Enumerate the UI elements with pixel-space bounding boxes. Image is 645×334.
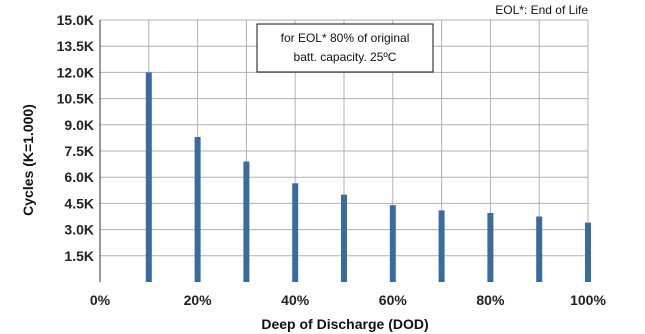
y-tick-label: 4.5K bbox=[64, 195, 94, 211]
y-tick-label: 13.5K bbox=[57, 38, 94, 54]
bar bbox=[341, 194, 347, 282]
bars bbox=[145, 72, 591, 283]
annotation-line-2: batt. capacity. 25ºC bbox=[294, 50, 397, 64]
bar bbox=[194, 137, 201, 282]
y-tick-label: 3.0K bbox=[64, 222, 94, 238]
x-tick-label: 40% bbox=[281, 292, 310, 308]
bar bbox=[536, 216, 543, 282]
bar bbox=[243, 161, 250, 282]
bar bbox=[145, 72, 152, 283]
x-tick-label: 80% bbox=[476, 292, 505, 308]
x-tick-label: 0% bbox=[90, 292, 111, 308]
bar bbox=[438, 210, 445, 282]
annotation-line-1: for EOL* 80% of original bbox=[281, 31, 410, 45]
bar bbox=[389, 205, 396, 282]
bar bbox=[487, 213, 494, 282]
y-tick-label: 12.0K bbox=[57, 64, 94, 80]
y-tick-labels: 15.0K 13.5K 12.0K 10.5K 9.0K 7.5K 6.0K 4.5K 3.0K… bbox=[57, 12, 94, 264]
x-tick-label: 60% bbox=[379, 292, 408, 308]
y-tick-label: 7.5K bbox=[64, 143, 94, 159]
y-tick-label: 6.0K bbox=[64, 169, 94, 185]
y-tick-label: 10.5K bbox=[57, 91, 94, 107]
x-tick-labels: 0% 20% 40% 60% 80% 100% bbox=[90, 292, 607, 308]
x-tick-label: 100% bbox=[570, 292, 606, 308]
x-axis-title: Deep of Discharge (DOD) bbox=[261, 316, 428, 332]
eol-footnote: EOL*: End of Life bbox=[495, 3, 588, 17]
y-tick-label: 1.5K bbox=[64, 248, 94, 264]
y-tick-label: 9.0K bbox=[64, 117, 94, 133]
y-axis-title: Cycles (K=1.000) bbox=[20, 104, 36, 216]
x-tick-label: 20% bbox=[184, 292, 213, 308]
bar bbox=[585, 222, 591, 282]
y-tick-label: 15.0K bbox=[57, 12, 94, 28]
bar bbox=[292, 183, 299, 282]
annotation-box: for EOL* 80% of original batt. capacity.… bbox=[256, 23, 434, 73]
